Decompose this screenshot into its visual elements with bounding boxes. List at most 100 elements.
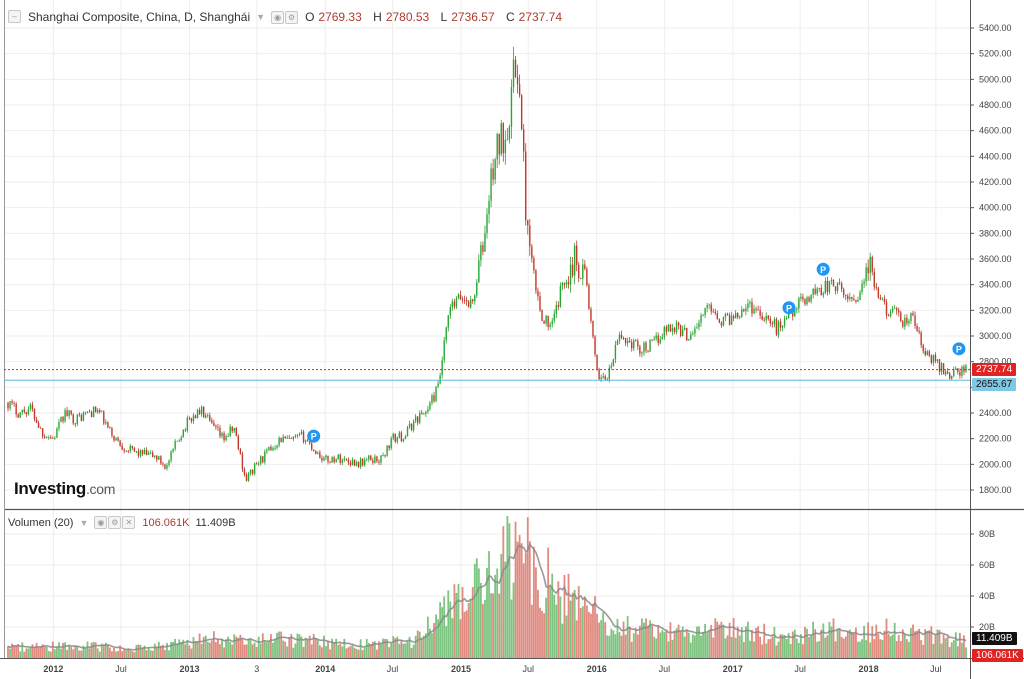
volume-bar <box>865 640 868 658</box>
candle-body <box>284 436 286 439</box>
candle-body <box>141 449 144 455</box>
candle-body <box>50 437 52 439</box>
candle-body <box>533 258 535 271</box>
candle-body <box>810 294 812 302</box>
candle-body <box>390 438 392 449</box>
candle-body <box>439 375 441 384</box>
volume-bar <box>351 644 354 658</box>
volume-bar <box>394 638 397 658</box>
candle-body <box>184 429 187 431</box>
volume-bar <box>883 630 886 658</box>
candle-body <box>500 123 502 155</box>
volume-bar <box>657 625 660 658</box>
volume-bar <box>765 643 768 658</box>
candle-body <box>798 298 800 309</box>
candle-body <box>553 313 555 321</box>
volume-bar <box>198 633 201 658</box>
candle-body <box>266 449 268 452</box>
volume-bar <box>329 649 331 658</box>
candle-body <box>123 449 125 452</box>
volume-bar <box>223 647 225 658</box>
volume-bar <box>463 611 466 658</box>
candle-body <box>944 371 947 375</box>
volume-bar <box>963 635 965 658</box>
volume-bar <box>628 626 631 658</box>
candle-body <box>545 315 547 324</box>
candle-body <box>806 297 808 305</box>
candle-body <box>280 437 282 442</box>
volume-eye-icon[interactable]: ◉ <box>94 516 108 529</box>
volume-bar <box>677 624 680 658</box>
volume-bar <box>610 628 613 658</box>
volume-bar <box>147 648 150 658</box>
candle-body <box>392 433 394 439</box>
candle-body <box>445 327 447 341</box>
candle-body <box>902 321 904 327</box>
candle-body <box>767 315 769 319</box>
volume-bar <box>614 634 617 658</box>
candle-body <box>192 415 195 422</box>
volume-settings-icon[interactable]: ⚙ <box>108 516 122 529</box>
chevron-down-icon[interactable]: ▼ <box>256 11 266 22</box>
volume-bar <box>612 630 615 658</box>
candle-body <box>255 463 258 465</box>
volume-bar <box>759 636 762 658</box>
candle-body <box>186 417 189 431</box>
candle-body <box>404 436 407 440</box>
volume-bar <box>965 647 967 658</box>
candle-body <box>196 409 199 418</box>
volume-bar <box>288 636 291 658</box>
candle-body <box>147 452 150 455</box>
candle-body <box>900 312 902 322</box>
candle-body <box>296 434 299 436</box>
candle-body <box>412 421 415 431</box>
volume-bar <box>353 647 356 658</box>
volume-bar <box>734 637 737 658</box>
candle-body <box>84 412 87 414</box>
candle-body <box>588 285 590 309</box>
volume-bar <box>561 623 564 658</box>
candle-body <box>99 409 101 412</box>
volume-axis-label: 80B <box>979 529 995 539</box>
volume-bar <box>954 632 957 658</box>
volume-bar <box>592 603 594 658</box>
volume-close-icon[interactable]: ✕ <box>122 516 136 529</box>
volume-chevron-down-icon[interactable]: ▼ <box>79 517 89 528</box>
volume-bar <box>306 639 309 658</box>
candle-body <box>779 321 782 328</box>
event-marker-icon[interactable] <box>782 301 796 315</box>
volume-bar <box>891 634 894 658</box>
volume-bar <box>388 647 391 658</box>
candle-body <box>221 433 223 437</box>
event-marker-icon[interactable] <box>307 429 321 443</box>
eye-icon[interactable]: ◉ <box>271 11 285 24</box>
volume-ma-tag: 11.409B <box>972 632 1017 645</box>
candle-body <box>631 342 633 349</box>
volume-bar <box>459 619 462 658</box>
candle-body <box>920 332 922 346</box>
volume-bar <box>598 622 601 658</box>
candle-body <box>883 298 886 302</box>
volume-bar <box>857 641 859 658</box>
collapse-icon[interactable]: – <box>8 10 21 23</box>
volume-bar <box>369 644 372 658</box>
volume-bar <box>357 649 360 658</box>
settings-icon[interactable]: ⚙ <box>285 11 299 24</box>
candle-body <box>775 319 778 335</box>
volume-bar <box>17 644 20 658</box>
candle-body <box>510 87 513 127</box>
candle-body <box>847 295 849 299</box>
volume-bar <box>270 634 272 658</box>
event-marker-icon[interactable] <box>816 262 830 276</box>
event-marker-icon[interactable] <box>952 342 966 356</box>
candle-body <box>826 280 829 292</box>
candle-body <box>313 449 315 451</box>
volume-bar <box>520 543 523 658</box>
candle-body <box>628 340 631 343</box>
volume-bar <box>779 634 782 658</box>
candle-body <box>502 123 505 154</box>
volume-bar <box>127 648 130 658</box>
candle-body <box>449 307 452 316</box>
volume-bar <box>530 604 533 658</box>
